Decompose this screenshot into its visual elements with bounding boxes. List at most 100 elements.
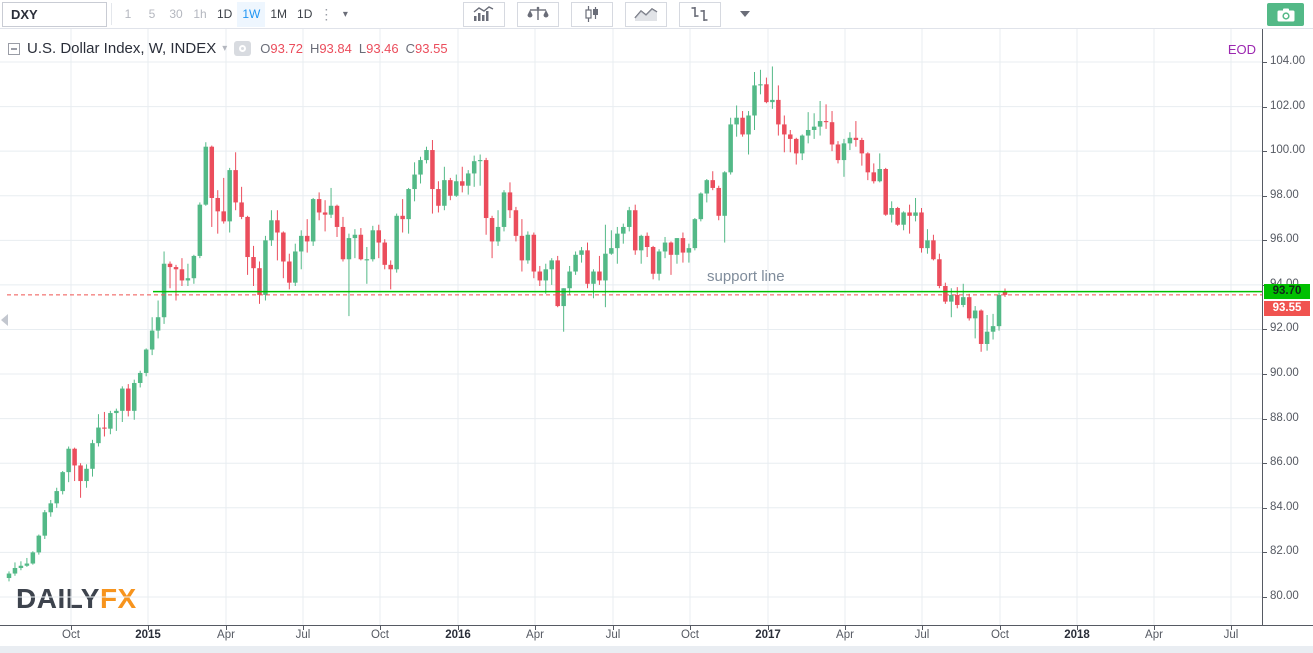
candlestick-chart[interactable] <box>0 29 1262 625</box>
chart-legend: U.S. Dollar Index, W, INDEX ▾ O93.72 H93.… <box>8 40 448 57</box>
price-tick-mark <box>1263 195 1267 197</box>
ohlc-readout: O93.72 H93.84 L93.46 C93.55 <box>260 41 447 56</box>
ohlc-item-l: L93.46 <box>358 41 399 56</box>
time-tick-mark <box>845 626 846 630</box>
ohlc-item-o: O93.72 <box>260 41 303 56</box>
price-tick-label: 98.00 <box>1270 188 1299 201</box>
last-price-tag: 93.55 <box>1264 300 1310 316</box>
time-tick-label-jul: Jul <box>605 629 621 641</box>
ohlc-item-h: H93.84 <box>309 41 352 56</box>
legend-caret-icon[interactable]: ▾ <box>222 43 228 54</box>
interval-button-1h-3[interactable]: 1h <box>188 2 212 27</box>
watermark-daily: DAILY <box>16 583 100 614</box>
time-tick-label-2017: 2017 <box>755 629 781 641</box>
time-tick-label-jul: Jul <box>914 629 930 641</box>
price-tick-mark <box>1263 374 1267 376</box>
legend-style-icon[interactable] <box>234 41 252 56</box>
time-tick-mark <box>226 626 227 630</box>
time-tick-mark <box>535 626 536 630</box>
scroll-left-icon[interactable] <box>1 314 8 326</box>
time-tick-label-apr: Apr <box>836 629 854 641</box>
kebab-menu-icon[interactable]: ⋮ <box>317 2 335 27</box>
toolbar-divider <box>111 3 112 25</box>
time-tick-mark <box>1000 626 1001 630</box>
time-tick-mark <box>613 626 614 630</box>
time-tick-mark <box>1154 626 1155 630</box>
symbol-title: U.S. Dollar Index, W, INDEX <box>27 40 217 57</box>
bar-style-icon[interactable] <box>679 1 722 27</box>
price-tick-mark <box>1263 552 1267 554</box>
interval-button-1w-5[interactable]: 1W <box>237 1 266 27</box>
price-tick-label: 86.00 <box>1270 456 1299 469</box>
price-tick-mark <box>1263 106 1267 108</box>
time-tick-label-jul: Jul <box>1223 629 1239 641</box>
chart-area[interactable]: DAILYFX U.S. Dollar Index, W, INDEX ▾ O9… <box>0 29 1262 625</box>
time-tick-mark <box>922 626 923 630</box>
screenshot-camera-button[interactable] <box>1267 3 1304 26</box>
time-tick-label-jul: Jul <box>295 629 311 641</box>
style-dropdown-caret-icon[interactable] <box>733 1 758 27</box>
price-tick-label: 104.00 <box>1270 55 1306 67</box>
price-tick-label: 84.00 <box>1270 500 1299 513</box>
time-tick-mark <box>690 626 691 630</box>
price-tick-mark <box>1263 596 1267 598</box>
symbol-input-box[interactable] <box>2 1 107 27</box>
time-tick-label-2015: 2015 <box>135 629 161 641</box>
price-tick-mark <box>1263 151 1267 153</box>
time-tick-label-2016: 2016 <box>445 629 471 641</box>
time-tick-mark <box>768 626 769 630</box>
price-tick-label: 96.00 <box>1270 233 1299 246</box>
time-tick-label-apr: Apr <box>526 629 544 641</box>
price-tick-label: 82.00 <box>1270 545 1299 558</box>
collapse-icon[interactable] <box>8 42 20 55</box>
support-price-tag: 93.70 <box>1264 283 1310 299</box>
candlestick-style-icon[interactable] <box>571 1 614 27</box>
time-tick-mark <box>1231 626 1232 630</box>
price-tick-mark <box>1263 463 1267 465</box>
price-axis[interactable]: 104.00102.00100.0098.0096.0094.0092.0090… <box>1262 29 1313 625</box>
indicators-icon[interactable] <box>463 1 506 27</box>
axis-corner <box>1262 625 1313 646</box>
time-tick-label-2018: 2018 <box>1064 629 1090 641</box>
time-tick-label-oct: Oct <box>681 629 699 641</box>
interval-button-30-2[interactable]: 30 <box>164 2 188 27</box>
interval-button-1-0[interactable]: 1 <box>116 2 140 27</box>
chart-tools-group <box>463 1 758 27</box>
watermark-fx: FX <box>99 583 137 614</box>
price-tick-mark <box>1263 240 1267 242</box>
price-tick-label: 80.00 <box>1270 589 1299 602</box>
time-tick-label-oct: Oct <box>371 629 389 641</box>
interval-button-group: 1 5 30 1h 1D 1W 1M 1D <box>116 1 317 27</box>
time-axis[interactable]: Oct 2015 Apr Jul Oct 2016 Apr Jul Oct 2017 Apr Jul O… <box>0 625 1313 646</box>
price-tick-mark <box>1263 62 1267 63</box>
time-tick-label-oct: Oct <box>62 629 80 641</box>
time-tick-label-oct: Oct <box>991 629 1009 641</box>
time-tick-mark <box>148 626 149 630</box>
interval-button-1d-4[interactable]: 1D <box>212 2 237 27</box>
interval-button-1m-6[interactable]: 1M <box>265 2 292 27</box>
time-tick-mark <box>71 626 72 630</box>
price-tick-label: 88.00 <box>1270 411 1299 424</box>
time-tick-label-apr: Apr <box>217 629 235 641</box>
support-line-annotation[interactable]: support line <box>707 268 785 285</box>
time-tick-mark <box>380 626 381 630</box>
compare-scales-icon[interactable] <box>517 1 560 27</box>
ohlc-item-c: C93.55 <box>405 41 448 56</box>
camera-icon <box>1277 8 1294 21</box>
price-tick-mark <box>1263 329 1267 331</box>
price-tick-label: 100.00 <box>1270 144 1306 157</box>
area-style-icon[interactable] <box>625 1 668 27</box>
time-tick-label-apr: Apr <box>1145 629 1163 641</box>
time-tick-mark <box>1077 626 1078 630</box>
symbol-input[interactable] <box>3 6 106 22</box>
dailyfx-watermark: DAILYFX <box>16 583 137 615</box>
interval-button-1d-7[interactable]: 1D <box>292 2 317 27</box>
time-tick-mark <box>458 626 459 630</box>
price-tick-label: 102.00 <box>1270 99 1306 112</box>
interval-button-5-1[interactable]: 5 <box>140 2 164 27</box>
interval-dropdown-caret-icon[interactable]: ▾ <box>335 2 355 27</box>
time-tick-mark <box>303 626 304 630</box>
price-tick-label: 92.00 <box>1270 322 1299 335</box>
